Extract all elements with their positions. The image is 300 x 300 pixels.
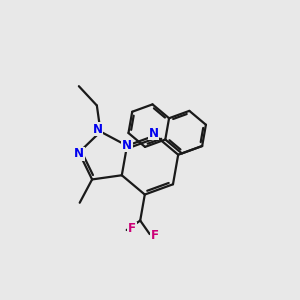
Text: N: N: [74, 148, 84, 160]
Text: N: N: [122, 139, 132, 152]
Text: F: F: [128, 222, 136, 235]
Text: N: N: [92, 123, 103, 136]
Text: F: F: [151, 229, 159, 242]
Text: N: N: [149, 127, 159, 140]
